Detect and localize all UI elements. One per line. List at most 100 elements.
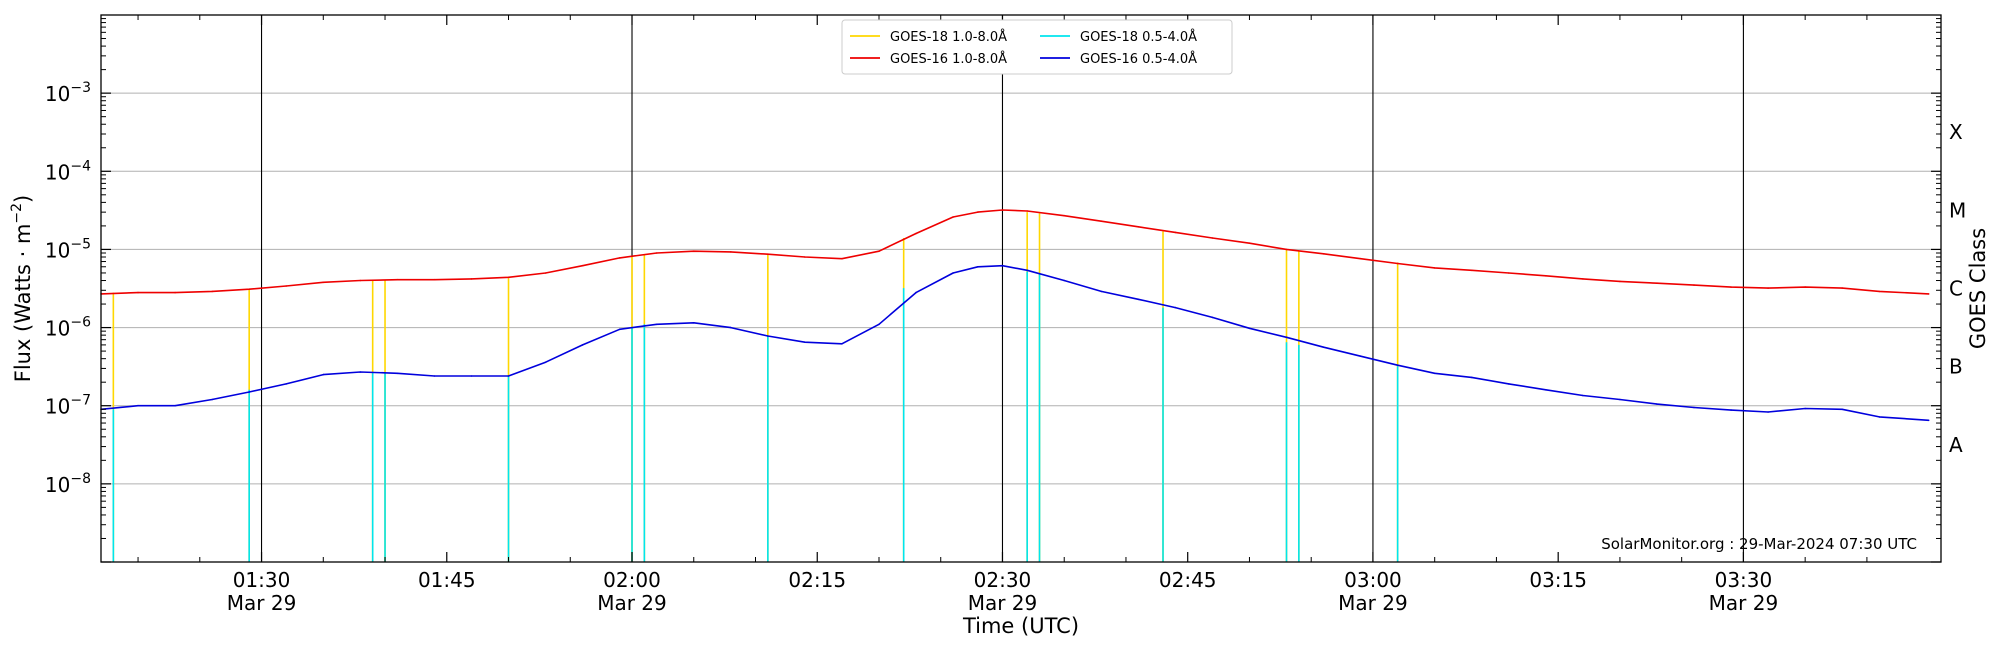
data-point	[322, 373, 325, 376]
data-point	[841, 257, 843, 260]
y-axis-title: Flux (Watts · m−2)	[9, 195, 35, 383]
data-point	[544, 361, 547, 364]
data-point	[693, 250, 695, 252]
data-point	[804, 256, 806, 258]
data-point	[1619, 398, 1621, 401]
data-point	[1026, 269, 1028, 272]
y-tick-label: 10−6	[45, 315, 91, 341]
series-group	[100, 209, 1930, 562]
data-point	[1730, 286, 1732, 288]
series-line-3	[100, 264, 1929, 422]
data-point	[581, 264, 584, 267]
data-point	[693, 322, 695, 324]
data-point	[618, 257, 621, 259]
data-point	[804, 341, 806, 344]
y-tick-label: 10−7	[45, 393, 91, 419]
data-point	[1248, 242, 1251, 244]
data-point	[1433, 267, 1436, 269]
data-point	[1396, 262, 1399, 265]
data-point	[1322, 346, 1325, 349]
data-point	[1322, 253, 1325, 255]
data-point	[174, 404, 176, 407]
y-axis-title-base: Flux (Watts · m	[11, 224, 35, 383]
data-point	[1211, 237, 1214, 239]
goes-class-label: B	[1949, 355, 1963, 379]
data-point	[1285, 336, 1288, 339]
data-point	[211, 290, 213, 293]
y-tick-exponent: −3	[70, 80, 91, 96]
x-tick-sublabel: Mar 29	[597, 591, 667, 615]
data-point	[1174, 306, 1177, 309]
data-point	[767, 253, 769, 255]
data-point	[1841, 408, 1843, 411]
data-point	[1001, 209, 1004, 211]
x-tick-label: 02:15	[788, 568, 846, 592]
x-tick-label: 03:30	[1715, 568, 1773, 592]
data-point	[1470, 376, 1473, 379]
data-point	[1927, 419, 1930, 422]
data-point	[433, 278, 436, 281]
plot-frame	[100, 14, 1942, 563]
data-point	[1359, 257, 1362, 260]
goes-class-axis-title: GOES Class	[1966, 228, 1990, 349]
data-point	[730, 326, 732, 329]
data-point	[952, 272, 954, 274]
data-point	[1582, 394, 1584, 397]
legend-label: GOES-16 0.5-4.0Å	[1080, 51, 1197, 67]
y-tick-label: 10−3	[45, 80, 91, 106]
goes-class-label: C	[1949, 277, 1963, 301]
data-point	[1248, 327, 1251, 330]
legend-items: GOES-18 1.0-8.0Å GOES-16 1.0-8.0Å GOES-18 …	[850, 29, 1197, 67]
data-point	[1656, 403, 1658, 405]
data-point	[544, 272, 547, 274]
y-tick-base: 10	[45, 82, 70, 106]
x-tick-sublabel: Mar 29	[1709, 591, 1779, 615]
legend-label: GOES-16 1.0-8.0Å	[890, 51, 1007, 67]
data-point	[730, 251, 732, 253]
data-point	[1619, 280, 1621, 283]
data-point	[359, 371, 362, 373]
data-point	[359, 279, 362, 282]
data-point	[655, 252, 658, 254]
y-tick-base: 10	[45, 317, 70, 341]
data-point	[433, 375, 436, 377]
data-point	[1100, 220, 1103, 222]
y-axis-title-close: )	[11, 195, 35, 203]
data-point	[1063, 214, 1065, 217]
data-point	[618, 328, 621, 331]
data-point	[1582, 278, 1584, 280]
data-point	[285, 285, 288, 287]
y-tick-label: 10−4	[45, 158, 91, 184]
data-point	[1285, 248, 1288, 251]
gridlines	[101, 92, 1941, 485]
data-point	[1174, 231, 1177, 234]
data-point	[767, 335, 769, 337]
y-axis-title-exponent: −2	[9, 203, 25, 224]
data-point	[396, 372, 399, 375]
data-point	[1470, 269, 1473, 272]
data-point	[1001, 264, 1004, 267]
y-tick-base: 10	[45, 238, 70, 262]
data-point	[174, 291, 176, 294]
series-line-1	[100, 209, 1929, 295]
data-point	[248, 391, 250, 393]
data-point	[248, 288, 250, 291]
data-point	[915, 232, 917, 235]
data-point	[1693, 284, 1695, 286]
data-point	[1508, 383, 1510, 385]
x-tick-label: 03:15	[1529, 568, 1587, 592]
data-point	[1433, 372, 1436, 375]
x-tick-label: 01:30	[233, 568, 291, 592]
data-point	[1927, 293, 1930, 295]
data-point	[1656, 282, 1658, 285]
x-axis-title: Time (UTC)	[962, 614, 1079, 638]
y-tick-exponent: −5	[70, 236, 91, 252]
data-point	[211, 398, 213, 401]
goes-class-label: M	[1949, 198, 1966, 222]
data-point	[1730, 409, 1732, 411]
data-point	[470, 375, 473, 377]
x-tick-label: 02:00	[603, 568, 661, 592]
data-point	[1804, 286, 1806, 288]
data-point	[1508, 272, 1510, 274]
